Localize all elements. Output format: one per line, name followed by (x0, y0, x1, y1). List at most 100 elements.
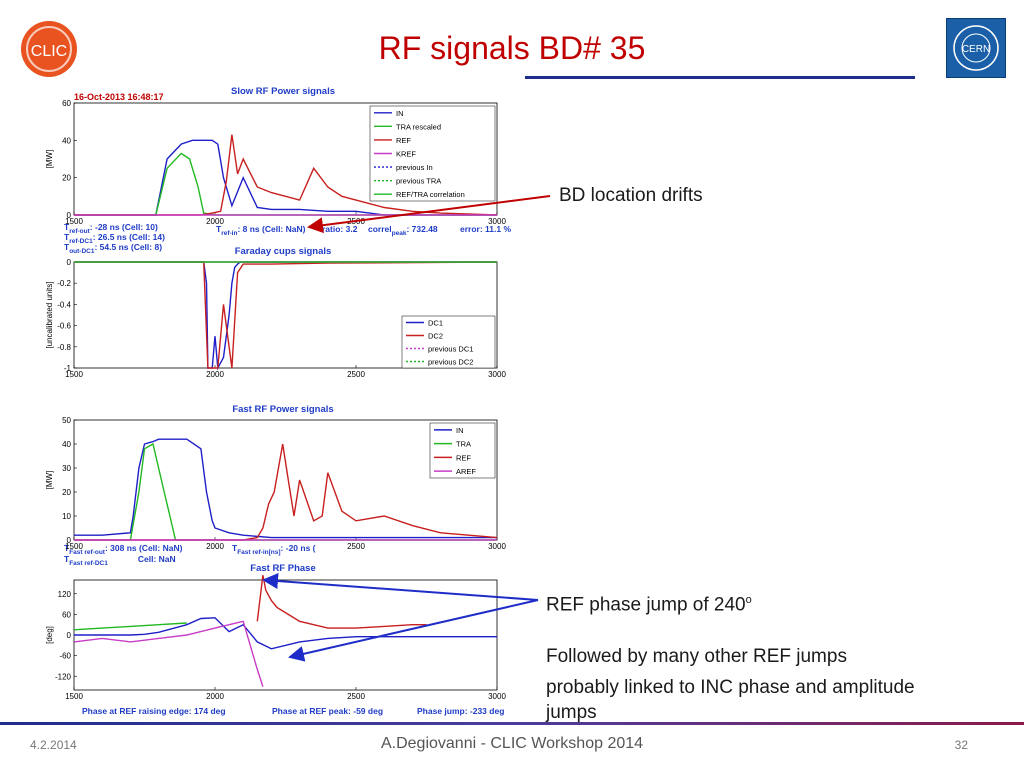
legend-label: REF/TRA correlation (396, 190, 465, 199)
svg-text:Tref-DC1: 26.5 ns (Cell: 14): Tref-DC1: 26.5 ns (Cell: 14) (64, 232, 165, 245)
svg-text:ratio: 3.2: ratio: 3.2 (322, 224, 358, 234)
fast-info: TFast ref-out: 308 ns (Cell: NaN) TFast … (64, 543, 316, 567)
series-line-ref (74, 443, 498, 541)
chart-title-slow: Slow RF Power signals (231, 86, 335, 97)
plot-area (73, 419, 498, 541)
svg-text:TFast ref-out: 308 ns (Cell:: TFast ref-out: 308 ns (Cell: NaN) (64, 543, 183, 556)
y-tick-label: 0 (67, 631, 72, 640)
footer-divider (0, 722, 1024, 725)
x-tick-label: 2500 (347, 692, 365, 701)
legend-label: REF (396, 136, 411, 145)
figure-canvas: 16-Oct-2013 16:48:17 Slow RF Power signa… (45, 86, 511, 716)
y-tick-label: 120 (58, 590, 72, 599)
x-tick-label: 3000 (488, 692, 506, 701)
page-number: 32 (954, 738, 968, 752)
legend-label: IN (456, 426, 464, 435)
legend-label: DC2 (428, 332, 443, 341)
y-tick-label: -0.6 (57, 322, 71, 331)
arrow-bd-location (307, 195, 551, 234)
y-tick-label: 50 (62, 416, 71, 425)
title-underline (525, 76, 915, 79)
annotation-followed-line3: jumps (546, 702, 597, 723)
legend-label: previous DC2 (428, 358, 473, 367)
y-tick-label: 60 (62, 99, 71, 108)
legend-label: KREF (396, 150, 416, 159)
annotation-phase-jump: REF phase jump of 240o (546, 594, 752, 616)
y-tick-label: 10 (62, 512, 71, 521)
y-axis-label: [uncalibrated units] (45, 281, 54, 348)
legend-label: DC1 (428, 319, 443, 328)
x-tick-label: 2000 (206, 542, 224, 551)
svg-text:Tref-out: -28 ns (Cell: 10): Tref-out: -28 ns (Cell: 10) (64, 222, 158, 235)
x-tick-label: 2000 (206, 692, 224, 701)
svg-text:Tref-in: 8 ns (Cell: NaN): Tref-in: 8 ns (Cell: NaN) (216, 224, 306, 237)
x-tick-label: 3000 (488, 217, 506, 226)
y-tick-label: -0.4 (57, 300, 71, 309)
y-tick-label: -0.8 (57, 343, 71, 352)
legend-label: REF (456, 453, 471, 462)
svg-text:Phase jump: -233 deg: Phase jump: -233 deg (417, 706, 504, 716)
legend-label: AREF (456, 467, 476, 476)
y-axis-label: [deg] (45, 626, 54, 644)
series-line-in (74, 617, 497, 650)
clic-logo-text: CLIC (31, 43, 67, 60)
x-tick-label: 1500 (65, 692, 83, 701)
y-axis-label: [MW] (45, 150, 54, 169)
y-tick-label: -120 (55, 672, 72, 681)
clic-logo: CLIC (18, 20, 80, 83)
y-tick-label: 0 (67, 211, 72, 220)
x-tick-label: 1500 (65, 217, 83, 226)
svg-text:error: 11.1 %: error: 11.1 % (460, 224, 511, 234)
series-line-aref (73, 620, 264, 687)
svg-text:TFast ref-in[ns]: -20 ns (: TFast ref-in[ns]: -20 ns ( (232, 543, 316, 556)
x-tick-label: 2500 (347, 370, 365, 379)
x-tick-label: 1500 (65, 370, 83, 379)
legend-label: IN (396, 109, 404, 118)
legend-label: previous In (396, 163, 433, 172)
annotation-followed-line2: probably linked to INC phase and amplitu… (546, 677, 915, 698)
chart-title-fast: Fast RF Power signals (232, 404, 333, 415)
chart-title-phase: Fast RF Phase (250, 563, 315, 574)
phase-info: Phase at REF raising edge: 174 deg Phase… (82, 706, 504, 716)
arrow-phase-jump-up (262, 573, 539, 601)
chart-2: 1500 2000 2500 3000 0 10 20 30 40 50 [MW] IN TRA REF A… (45, 416, 506, 551)
arrow-phase-jump-down (288, 599, 539, 662)
x-tick-label: 2500 (347, 542, 365, 551)
series-line-dc1 (74, 261, 497, 371)
chart-1: 1500 2000 2500 3000 0 -0.2 -0.4 -0.6 -0.8 -1 [unca… (45, 258, 506, 379)
cern-logo: CERN (946, 18, 1006, 78)
annotation-followed-line1: Followed by many other REF jumps (546, 646, 847, 667)
series-line-tra (73, 622, 187, 631)
svg-text:Tout-DC1: 54.5 ns (Cell: 8): Tout-DC1: 54.5 ns (Cell: 8) (64, 242, 162, 255)
series-line-in (74, 438, 497, 539)
series-line-in (74, 139, 497, 216)
chart-3: 1500 2000 2500 3000 120 60 0 -60 -120 [deg] (45, 575, 506, 701)
legend-label: previous TRA (396, 177, 441, 186)
legend-box (401, 315, 496, 369)
legend-box (429, 422, 496, 479)
timestamp: 16-Oct-2013 16:48:17 (74, 92, 164, 102)
y-tick-label: -60 (59, 652, 71, 661)
legend-label: TRA rescaled (396, 122, 441, 131)
y-tick-label: 20 (62, 488, 71, 497)
y-tick-label: 40 (62, 136, 71, 145)
slide-title: RF signals BD# 35 (378, 30, 646, 66)
y-tick-label: 0 (67, 258, 72, 267)
footer-date: 4.2.2014 (30, 738, 77, 752)
svg-text:Phase at REF raising edge: 174: Phase at REF raising edge: 174 deg (82, 706, 226, 716)
y-tick-label: 40 (62, 440, 71, 449)
footer-center: A.Degiovanni - CLIC Workshop 2014 (380, 735, 644, 752)
annotation-followed: Followed by many other REF jumps probabl… (546, 641, 915, 728)
series-line-dc2 (74, 261, 498, 369)
cern-logo-text: CERN (962, 44, 990, 55)
y-tick-label: -1 (64, 364, 72, 373)
series-line-ref (256, 575, 427, 629)
chart-title-faraday: Faraday cups signals (235, 246, 332, 257)
y-tick-label: -0.2 (57, 279, 71, 288)
x-tick-label: 3000 (488, 370, 506, 379)
x-tick-label: 2000 (206, 217, 224, 226)
y-tick-label: 30 (62, 464, 71, 473)
series-line-ref (74, 134, 498, 216)
